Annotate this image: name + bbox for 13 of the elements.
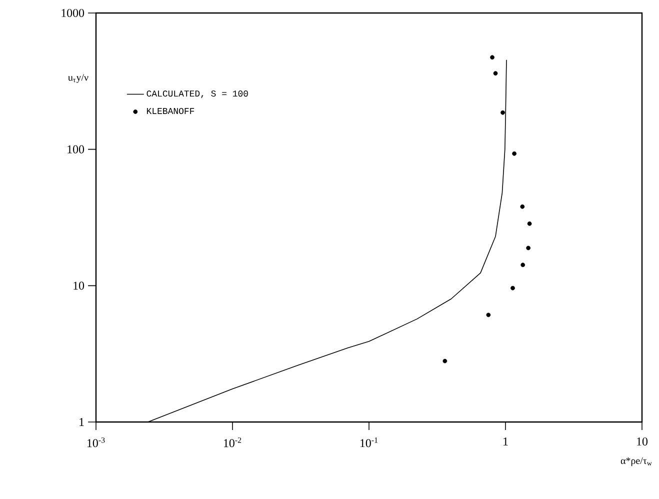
y-axis-title: u$_{τ}$y/ν [68,74,88,83]
legend-label: KLEBANOFF [146,108,194,114]
x-tick-label: 1 [504,437,508,446]
y-tick-label: 100 [68,145,84,154]
y-tick-label: 1000 [62,8,84,18]
x-tick-label: 10$^{-2}$ [224,437,242,448]
x-axis-title: α*ρe/τ$_{w}$ [620,457,652,466]
x-tick-label: 10 [637,437,648,446]
x-tick-label: 10$^{-1}$ [360,437,378,448]
legend-label: CALCULATED, S = 100 [146,90,248,98]
y-tick-label: 1 [80,418,84,426]
y-tick-label: 10 [74,282,84,290]
x-tick-label: 10$^{-3}$ [87,437,105,448]
